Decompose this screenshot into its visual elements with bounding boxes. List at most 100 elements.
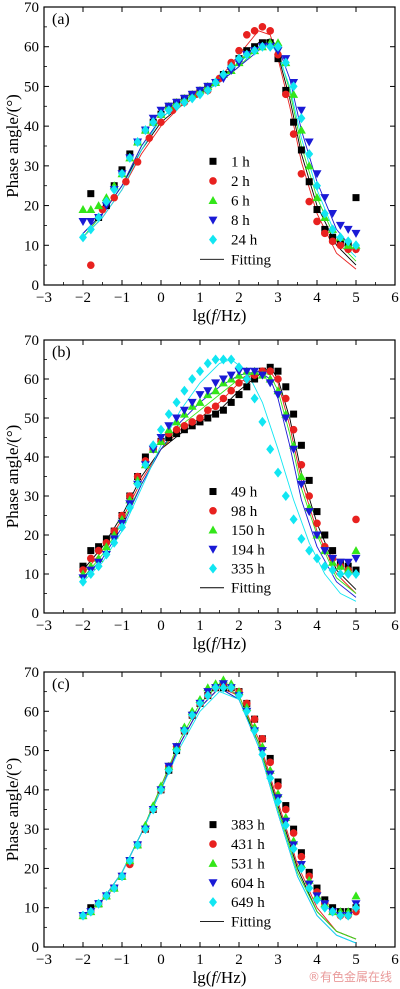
data-point [94,546,103,555]
legend-marker [209,234,217,245]
data-point [328,565,337,576]
y-tick-label: 20 [24,199,39,215]
data-point [235,379,243,387]
data-point [351,229,361,238]
data-point [141,459,150,470]
data-point [164,409,173,420]
y-tick-label: 50 [24,744,39,760]
data-point [110,193,118,202]
legend-marker [209,821,217,829]
x-tick-label: 6 [391,618,399,634]
data-point [335,558,345,567]
data-point [102,549,111,560]
data-point [352,240,360,251]
data-point [289,89,299,98]
data-point [274,375,282,383]
data-point [297,113,306,124]
data-point [141,824,150,835]
data-point [328,554,338,563]
data-point [282,802,290,810]
data-point [179,406,189,415]
data-point [290,825,298,833]
data-point [242,706,251,717]
x-tick-label: −3 [36,952,52,968]
data-point [328,224,337,235]
data-point [227,61,236,72]
y-tick-label: 60 [24,40,39,56]
data-point [313,206,321,214]
data-point [266,41,275,52]
data-point [281,414,291,423]
y-axis-label: Phase angle/(°) [3,758,22,862]
data-point [266,754,274,762]
x-tick-label: 1 [196,618,204,634]
legend-marker [209,563,217,574]
data-point [336,241,345,250]
data-point [281,57,290,68]
data-point [250,27,259,35]
data-point [313,508,321,516]
y-tick-label: 0 [32,940,40,956]
legend-label: 649 h [231,895,265,911]
x-tick-label: 4 [313,618,321,634]
data-point [227,354,236,365]
x-tick-label: 4 [313,290,321,306]
data-point [79,910,87,921]
legend-label: 335 h [231,562,265,578]
data-point [118,871,126,882]
data-point [289,514,298,525]
x-axis-label: lg(f/Hz) [193,306,247,325]
data-point [313,180,321,191]
fit-line [82,691,357,944]
data-point [203,690,212,701]
data-point [320,561,329,572]
x-tick-label: 2 [235,618,243,634]
data-point [156,434,166,442]
legend-marker [208,545,218,554]
data-point [242,367,252,376]
x-tick-label: 3 [274,290,282,306]
x-tick-label: −1 [114,290,130,306]
data-point [296,106,306,115]
data-point [313,217,321,226]
data-point [351,891,361,900]
data-point [258,734,267,743]
x-tick-label: 1 [196,952,204,968]
x-tick-label: −3 [36,618,52,634]
data-point [235,362,243,373]
data-point [250,45,259,56]
data-point [343,558,353,567]
data-point [87,190,95,198]
chart-panel-a: −3 −2 −1 0 1 2 3 4 5 6010203040506070lg(f/Hz)Phas… [3,0,399,325]
data-point [95,543,103,551]
y-tick-label: 70 [24,0,39,16]
y-tick-label: 30 [24,159,39,175]
data-point [188,418,196,426]
data-point [86,569,95,579]
data-point [219,394,228,403]
data-point [125,855,134,866]
data-point [305,868,313,876]
data-point [196,89,204,100]
legend-label: 383 h [231,818,265,834]
data-point [312,193,322,202]
data-point [258,41,267,52]
x-tick-label: −2 [75,952,91,968]
panel-label: (c) [52,676,70,693]
data-point [344,236,353,247]
data-point [312,531,322,540]
data-point [86,217,96,226]
data-point [157,109,165,120]
y-tick-label: 50 [24,411,39,427]
data-point [203,358,212,369]
legend-label: 8 h [231,213,250,229]
data-point [86,224,95,235]
data-point [266,773,275,784]
data-point [289,425,298,434]
data-point [180,97,189,108]
data-point [282,394,290,403]
legend-marker [208,525,218,534]
data-point [141,453,149,461]
legend-label: 49 h [231,485,258,501]
data-point [328,237,337,246]
